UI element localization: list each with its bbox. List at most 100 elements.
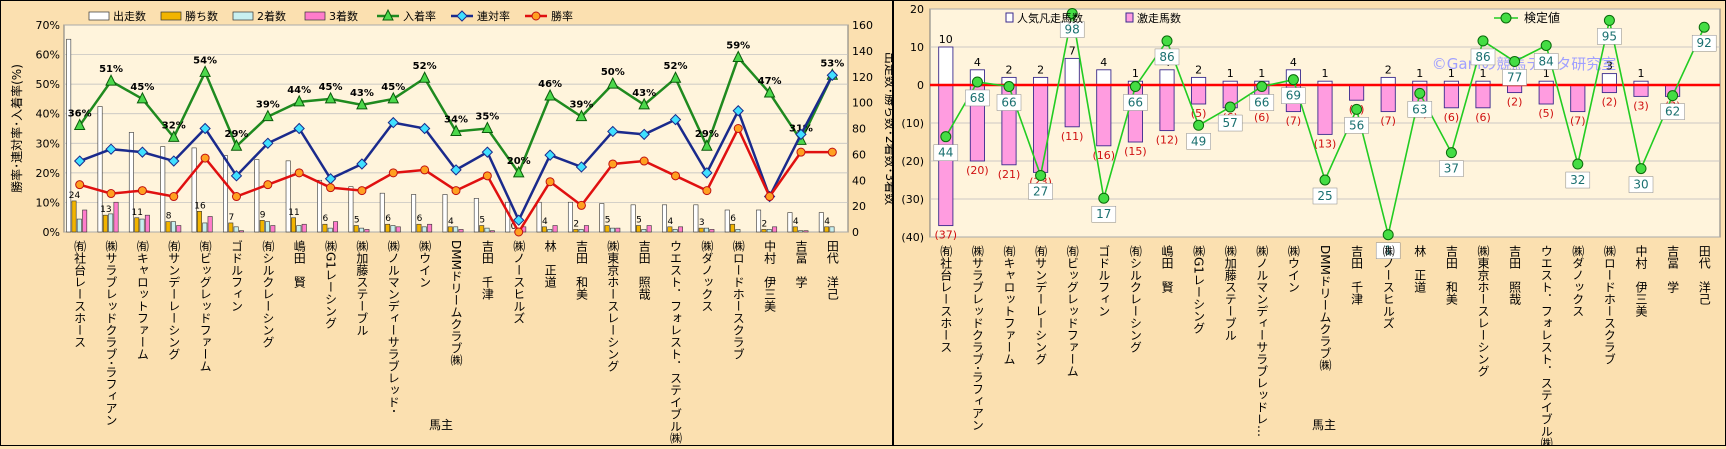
wins-data-label: 6: [730, 214, 736, 224]
popular-count-label: 3: [1606, 60, 1613, 73]
verify-label-box: [1344, 117, 1369, 134]
verify-point: [1256, 81, 1268, 93]
second-bar: [798, 230, 804, 233]
verify-value-label: 25: [1317, 189, 1332, 203]
top2-rate-point: [293, 122, 305, 135]
top2-rate-point: [199, 122, 211, 135]
wins-bar: [165, 221, 171, 233]
top3-rate-point: [606, 77, 619, 89]
wins-data-label: 4: [448, 217, 454, 227]
verify-point: [971, 76, 983, 88]
left-axis-tick-label: 20%: [36, 167, 60, 180]
left-axis-tick-label: 0%: [43, 226, 60, 239]
upset-count-label: (20): [966, 164, 989, 177]
verify-label-box: [1154, 48, 1180, 66]
verify-label-box: [1407, 101, 1433, 118]
starts-bar: [66, 38, 72, 233]
verify-value-label: 77: [1507, 70, 1522, 84]
verify-point: [1351, 103, 1363, 115]
top3-rate-point: [105, 74, 117, 86]
legend-label: 人気凡走馬数: [1017, 11, 1083, 25]
owner-performance-chart: 0%10%20%30%40%50%60%70%02040608010012014…: [9, 8, 898, 444]
wins-bar: [259, 220, 265, 233]
wins-data-label: 0: [511, 222, 517, 232]
x-tick-label: ㈱ノルマンディーサラブレッドレ…: [1255, 245, 1269, 437]
popular-count-label: 2: [1195, 63, 1202, 76]
popular-count-label: 1: [1543, 67, 1550, 80]
upset-bar: [1475, 84, 1491, 109]
x-tick-label: ㈲ビッグレッドファーム: [198, 240, 212, 372]
popular-underperform-bar: [1159, 69, 1175, 86]
top3-rate-label: 34%: [444, 114, 468, 125]
wins-data-label: 5: [354, 216, 360, 226]
verify-point: [1224, 101, 1236, 113]
legend-marker: [456, 10, 468, 22]
x-tick-label: 吉田 和美: [574, 240, 588, 300]
wins-bar: [604, 225, 610, 233]
popular-count-label: 1: [1227, 67, 1234, 80]
top3-rate-point: [293, 94, 306, 107]
upset-count-label: (2): [1507, 96, 1523, 109]
starts-bar: [254, 159, 260, 233]
starts-bar: [630, 204, 636, 233]
upset-count-label: (6): [1254, 111, 1270, 124]
x-tick-label: ㈱サラブレッドクラブ･ラフィアン: [970, 245, 984, 431]
y-axis-tick-label: 20: [910, 3, 924, 16]
verify-label-box: [1533, 53, 1559, 70]
verify-point: [1477, 35, 1489, 47]
popular-count-label: 1: [1132, 67, 1139, 80]
left-axis-tick-label: 40%: [36, 108, 60, 121]
top3-rate-point: [544, 88, 556, 101]
x-tick-label: ㈲サンデーレーシング: [1034, 245, 1048, 365]
upset-count-label: (11): [1061, 130, 1084, 143]
x-axis-title: 馬主: [429, 418, 453, 432]
popular-underperform-bar: [1064, 57, 1080, 86]
x-tick-label: 林 正道: [1413, 245, 1427, 293]
top3-rate-label: 50%: [601, 67, 625, 78]
win-rate-point: [137, 186, 147, 196]
third-bar: [709, 229, 715, 233]
x-tick-label: DMMドリームクラブ㈱: [449, 240, 463, 366]
win-rate-point: [326, 183, 336, 193]
x-tick-label: ㈲キャロットファーム: [135, 240, 149, 360]
legend-label: 激走馬数: [1137, 11, 1181, 25]
popular-count-label: 2: [1006, 63, 1013, 76]
verify-value-label: 63: [1412, 102, 1427, 116]
verify-value-label: 86: [1475, 50, 1490, 64]
right-axis-tick-label: 120: [852, 71, 873, 84]
second-bar: [829, 226, 835, 233]
starts-bar: [128, 132, 134, 233]
second-bar: [735, 229, 741, 233]
popular-count-label: 4: [974, 56, 981, 69]
popular-underperform-bar: [938, 46, 954, 86]
starts-bar: [756, 209, 762, 233]
starts-bar: [693, 204, 699, 233]
legend-marker: [531, 11, 541, 21]
upset-count-label: (12): [1156, 134, 1179, 147]
top2-rate-point: [669, 113, 682, 126]
right-axis-tick-label: 100: [852, 97, 873, 110]
right-axis-tick-label: 20: [852, 200, 866, 213]
wins-data-label: 13: [100, 205, 111, 215]
second-bar: [453, 226, 459, 233]
right-axis-tick-label: 0: [852, 226, 859, 239]
top3-rate-point: [167, 130, 180, 142]
legend-label: 勝ち数: [185, 9, 218, 23]
popular-count-label: 4: [1290, 56, 1297, 69]
popular-underperform-bar: [1601, 73, 1617, 86]
x-tick-label: ㈱ロードホースクラブ: [731, 240, 745, 360]
x-tick-label: ㈲キャロットファーム: [1002, 245, 1016, 365]
third-bar: [301, 223, 307, 233]
starts-bar: [567, 201, 573, 233]
verify-point: [1445, 147, 1457, 159]
verify-label-box: [996, 94, 1022, 111]
win-rate-point: [765, 192, 775, 202]
starts-bar: [724, 209, 730, 233]
upset-count-label: (7): [1380, 115, 1396, 128]
verify-value-label: 32: [1570, 173, 1585, 187]
third-bar: [583, 225, 589, 233]
top3-rate-label: 53%: [820, 58, 844, 69]
win-rate-point: [294, 168, 304, 178]
x-tick-label: ㈱ダノックス: [700, 240, 714, 312]
verify-point: [1035, 169, 1047, 181]
